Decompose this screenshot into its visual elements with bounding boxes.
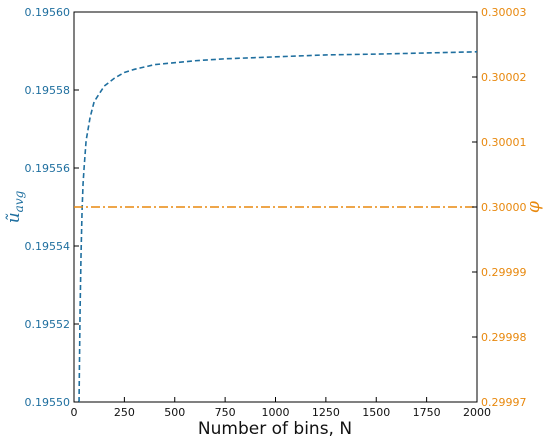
y-axis-label-left: ũavg	[4, 190, 26, 223]
y-left-tick-label: 0.19560	[25, 6, 71, 19]
x-tick-label: 250	[114, 406, 135, 419]
series-line-u-avg	[78, 50, 477, 402]
y-left-tick-label: 0.19552	[25, 318, 71, 331]
x-tick-label: 1750	[413, 406, 441, 419]
y-axis-label-right: φ	[524, 201, 544, 213]
y-left-label-sub: avg	[12, 190, 26, 212]
y-left-tick-label: 0.19550	[25, 396, 71, 409]
x-tick-label: 750	[215, 406, 236, 419]
y-left-label-main: ũ	[4, 212, 24, 223]
y-right-tick-label: 0.29997	[481, 396, 527, 409]
x-tick-label: 500	[164, 406, 185, 419]
x-tick-label: 1500	[362, 406, 390, 419]
y-left-tick-label: 0.19556	[25, 162, 71, 175]
y-left-tick-label: 0.19554	[25, 240, 71, 253]
y-left-tick-label: 0.19558	[25, 84, 71, 97]
y-right-tick-label: 0.30003	[481, 6, 527, 19]
y-right-tick-label: 0.30002	[481, 71, 527, 84]
y-right-tick-label: 0.30000	[481, 201, 527, 214]
x-tick-label: 1250	[312, 406, 340, 419]
x-axis-label: Number of bins, N	[198, 419, 352, 439]
y-right-tick-label: 0.29998	[481, 331, 527, 344]
x-tick-label: 2000	[463, 406, 491, 419]
y-right-tick-label: 0.30001	[481, 136, 527, 149]
x-tick-label: 0	[71, 406, 78, 419]
y-right-tick-label: 0.29999	[481, 266, 527, 279]
x-tick-label: 1000	[262, 406, 290, 419]
